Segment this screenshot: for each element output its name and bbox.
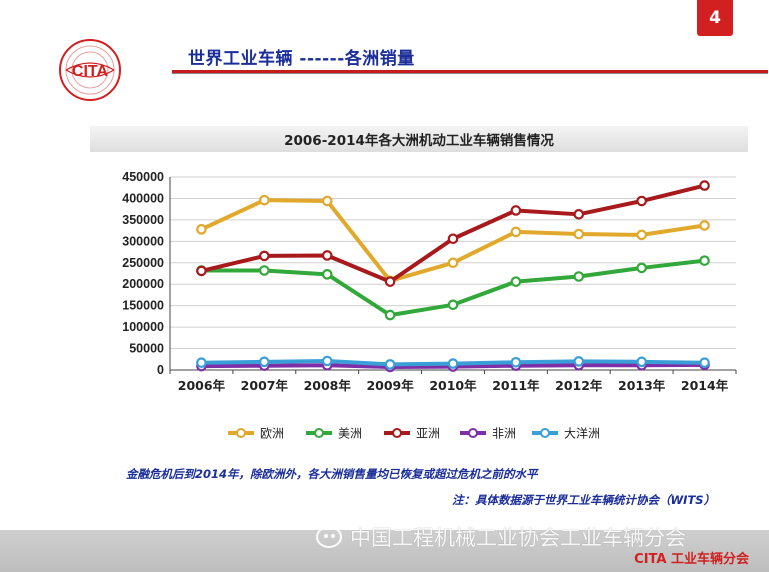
x-tick-label: 2011年: [492, 378, 540, 393]
y-tick-label: 150000: [122, 299, 164, 313]
data-point: [321, 250, 333, 261]
legend-label: 美洲: [338, 427, 362, 441]
data-point: [636, 229, 647, 241]
data-point: [636, 262, 647, 274]
data-point: [573, 209, 585, 220]
logo-text: CITA: [72, 63, 109, 80]
legend-swatch-marker: [468, 428, 478, 438]
x-tick-label: 2010年: [429, 378, 477, 393]
data-point: [259, 356, 270, 368]
x-tick-label: 2009年: [366, 378, 414, 393]
x-tick-label: 2014年: [681, 378, 729, 393]
x-tick-label: 2008年: [304, 378, 352, 393]
wechat-icon: [316, 526, 342, 548]
data-point: [196, 224, 207, 235]
legend-label: 非洲: [492, 427, 516, 441]
data-point: [573, 271, 585, 282]
data-point: [447, 257, 459, 269]
data-source-note: 注：具体数据源于世界工业车辆统计协会（WITS）: [452, 493, 716, 507]
watermark: 中国工程机械工业协会工业车辆分会: [316, 522, 686, 552]
data-point: [321, 195, 333, 207]
y-tick-label: 200000: [122, 277, 164, 291]
data-point: [699, 357, 710, 369]
data-point: [699, 180, 710, 191]
legend-swatch-marker: [392, 428, 402, 438]
data-point: [384, 359, 396, 370]
x-tick-label: 2012年: [555, 378, 603, 393]
data-point: [573, 356, 585, 367]
y-tick-label: 250000: [122, 256, 164, 270]
data-point: [196, 265, 207, 277]
chart-title: 2006-2014年各大洲机动工业车辆销售情况: [90, 126, 748, 152]
data-point: [510, 205, 522, 216]
y-tick-label: 300000: [122, 234, 164, 248]
legend-label: 欧洲: [260, 427, 284, 441]
y-tick-label: 450000: [122, 170, 164, 184]
y-tick-label: 100000: [122, 320, 164, 334]
data-point: [259, 194, 270, 206]
title-divider: [172, 70, 768, 73]
data-point: [699, 220, 710, 231]
chart-note: 金融危机后到2014年，除欧洲外，各大洲销售量均已恢复或超过危机之前的水平: [126, 467, 538, 481]
footer-bar: [0, 530, 769, 572]
data-point: [510, 276, 522, 287]
y-tick-label: 0: [157, 363, 164, 377]
data-point: [636, 356, 647, 368]
legend-label: 亚洲: [416, 427, 440, 441]
legend-swatch-marker: [236, 428, 246, 438]
line-chart: 0 50000 100000 150000 200000 250000 300000 3500…: [122, 170, 737, 441]
data-point: [573, 228, 585, 240]
y-tick-label: 350000: [122, 213, 164, 227]
page-number-badge: 4: [697, 0, 733, 36]
legend-swatch-marker: [540, 428, 550, 438]
x-tick-label: 2006年: [178, 378, 226, 393]
footer-organization: CITA 工业车辆分会: [634, 552, 749, 567]
title-divider-shadow: [172, 73, 768, 74]
y-tick-label: 50000: [129, 342, 164, 356]
watermark-text: 中国工程机械工业协会工业车辆分会: [350, 526, 686, 550]
data-point: [699, 255, 710, 266]
y-tick-label: 400000: [122, 191, 164, 205]
x-tick-label: 2007年: [241, 378, 289, 393]
legend-label: 大洋洲: [564, 426, 600, 441]
data-point: [510, 226, 522, 238]
data-point: [636, 195, 647, 207]
data-point: [384, 309, 396, 321]
slide-title: 世界工业车辆 ------各洲销量: [188, 49, 415, 69]
cita-logo: CITA: [59, 39, 121, 101]
legend-swatch-marker: [314, 428, 324, 438]
data-point: [510, 356, 522, 368]
data-point: [259, 250, 270, 262]
data-point: [447, 233, 459, 245]
x-tick-label: 2013年: [618, 378, 666, 393]
data-point: [196, 357, 207, 369]
data-point: [321, 355, 333, 367]
data-point: [321, 269, 333, 280]
data-point: [384, 276, 396, 287]
data-point: [259, 265, 270, 276]
data-point: [447, 358, 459, 369]
data-point: [447, 299, 459, 311]
